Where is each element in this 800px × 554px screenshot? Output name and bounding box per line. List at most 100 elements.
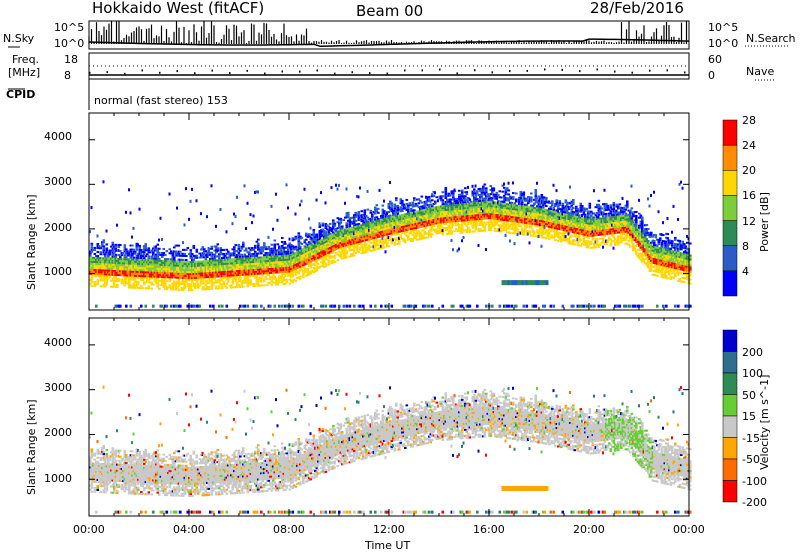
power-cell <box>89 282 92 285</box>
power-cell <box>414 202 418 205</box>
power-cell <box>291 257 295 260</box>
power-cell <box>126 268 130 271</box>
power-cell <box>155 261 158 264</box>
power-cell <box>407 236 410 239</box>
power-cell <box>387 236 390 240</box>
power-cell <box>236 266 239 269</box>
power-cell <box>266 274 269 277</box>
power-cell <box>129 266 133 269</box>
power-cell <box>323 231 326 234</box>
power-cell <box>129 270 133 273</box>
power-cell <box>440 225 443 228</box>
power-cell <box>371 231 374 234</box>
power-cell <box>395 211 398 214</box>
power-cell <box>180 270 184 273</box>
power-cell <box>269 259 272 262</box>
power-cell <box>302 256 305 259</box>
power-cell <box>233 272 236 275</box>
power-cell <box>180 280 184 283</box>
power-cell <box>213 277 217 280</box>
power-cell <box>519 197 523 200</box>
power-cell <box>222 252 226 255</box>
power-cell <box>257 264 260 267</box>
power-cell <box>182 266 185 269</box>
power-cell <box>311 239 314 242</box>
power-cell <box>152 257 155 260</box>
power-cell <box>444 227 448 230</box>
power-cell <box>294 269 298 272</box>
power-cell <box>356 231 359 234</box>
power-cell <box>384 227 388 230</box>
power-cell <box>243 269 247 272</box>
power-cell <box>174 268 178 271</box>
power-cell <box>401 225 404 228</box>
power-cell <box>300 252 304 255</box>
power-cell <box>171 284 175 287</box>
power-cell <box>156 263 160 266</box>
power-cell <box>126 274 130 277</box>
power-cell <box>404 225 407 228</box>
power-cell <box>113 279 116 282</box>
power-cell <box>197 264 200 267</box>
power-cell <box>206 254 209 257</box>
power-cell <box>405 228 409 231</box>
power-cell <box>522 207 526 210</box>
power-cell <box>242 265 245 268</box>
power-cell <box>381 230 385 233</box>
power-cell <box>489 203 493 206</box>
power-cell <box>444 229 448 232</box>
power-cell <box>461 211 464 214</box>
power-cell <box>306 272 310 275</box>
power-cell <box>473 200 476 203</box>
power-cell <box>464 229 467 232</box>
power-cell <box>485 205 488 208</box>
power-cell <box>306 267 310 270</box>
power-cell <box>195 199 198 203</box>
power-cell <box>503 186 506 189</box>
power-cell <box>266 270 269 273</box>
power-cell <box>255 272 259 275</box>
power-cell <box>168 192 171 196</box>
power-cell <box>308 265 311 268</box>
power-cell <box>491 209 494 212</box>
power-cell <box>449 206 452 209</box>
power-cell <box>297 270 301 273</box>
power-cell <box>524 217 527 220</box>
power-cell <box>255 190 258 194</box>
power-cell <box>504 207 508 210</box>
power-cell <box>299 257 302 260</box>
power-cell <box>306 233 310 236</box>
power-cell <box>528 232 532 235</box>
power-cell <box>282 252 286 255</box>
power-cell <box>290 262 293 265</box>
power-cell <box>444 217 448 220</box>
power-cell <box>527 222 530 225</box>
power-cell <box>482 201 485 204</box>
power-cell <box>315 239 319 242</box>
power-cell <box>159 271 163 274</box>
power-cell <box>482 213 485 216</box>
power-cell <box>255 266 259 269</box>
power-cell <box>228 258 232 261</box>
power-cell <box>245 249 248 252</box>
power-cell <box>270 283 274 286</box>
power-cell <box>461 213 464 216</box>
power-cell <box>155 265 158 268</box>
power-cell <box>164 288 167 291</box>
power-cell <box>150 269 154 272</box>
power-cell <box>401 207 404 210</box>
power-cell <box>486 211 490 214</box>
power-cell <box>434 222 437 225</box>
power-cell <box>120 282 124 285</box>
power-cell <box>245 261 248 264</box>
power-cell <box>503 200 506 203</box>
power-cell <box>480 211 484 214</box>
power-cell <box>507 209 511 212</box>
power-cell <box>96 273 100 276</box>
power-cell <box>341 229 344 232</box>
power-cell <box>129 244 133 247</box>
power-cell <box>456 199 460 202</box>
power-cell <box>512 208 515 211</box>
power-cell <box>450 218 454 221</box>
power-cell <box>179 262 182 265</box>
